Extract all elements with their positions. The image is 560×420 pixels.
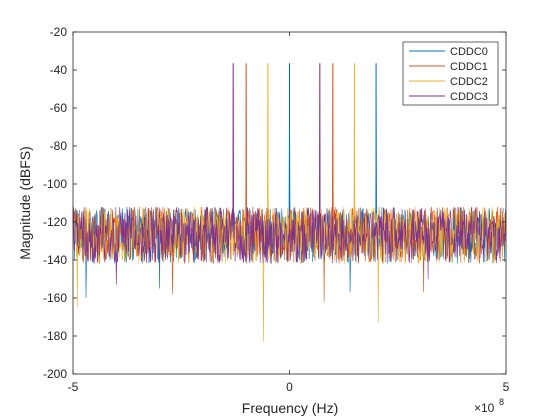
x-tick-label: 5: [503, 380, 510, 394]
x-exponent-base: ×10: [474, 401, 495, 415]
y-tick-label: -20: [50, 25, 68, 39]
x-tick-label: 0: [286, 380, 293, 394]
x-tick-label: -5: [68, 380, 79, 394]
legend-label-cddc2: CDDC2: [450, 76, 488, 88]
legend-label-cddc3: CDDC3: [450, 91, 488, 103]
y-tick-label: -120: [43, 215, 67, 229]
y-tick-label: -40: [50, 63, 68, 77]
y-tick-label: -200: [43, 367, 67, 381]
y-axis-ticks: -200 -180 -160 -140 -120 -100 -80 -60 -40 -20: [43, 25, 506, 381]
series-line-cddc3: [72, 63, 507, 285]
y-axis-label: Magnitude (dBFS): [17, 146, 33, 260]
legend-box: [402, 41, 499, 106]
series-traces: [72, 63, 507, 342]
series-line-cddc0: [72, 63, 507, 299]
y-tick-label: -80: [50, 139, 68, 153]
x-exponent-power: 8: [499, 397, 504, 407]
x-axis-ticks: -5 0 5: [68, 32, 510, 394]
y-tick-label: -100: [43, 177, 67, 191]
y-tick-label: -60: [50, 101, 68, 115]
series-line-cddc2: [72, 63, 507, 342]
y-tick-label: -180: [43, 329, 67, 343]
x-axis-label: Frequency (Hz): [242, 400, 338, 416]
x-axis-exponent: ×10 8: [474, 397, 504, 415]
y-tick-label: -160: [43, 291, 67, 305]
legend: CDDC0 CDDC1 CDDC2 CDDC3: [402, 41, 499, 106]
legend-label-cddc1: CDDC1: [450, 61, 488, 73]
legend-label-cddc0: CDDC0: [450, 46, 488, 58]
y-tick-label: -140: [43, 253, 67, 267]
